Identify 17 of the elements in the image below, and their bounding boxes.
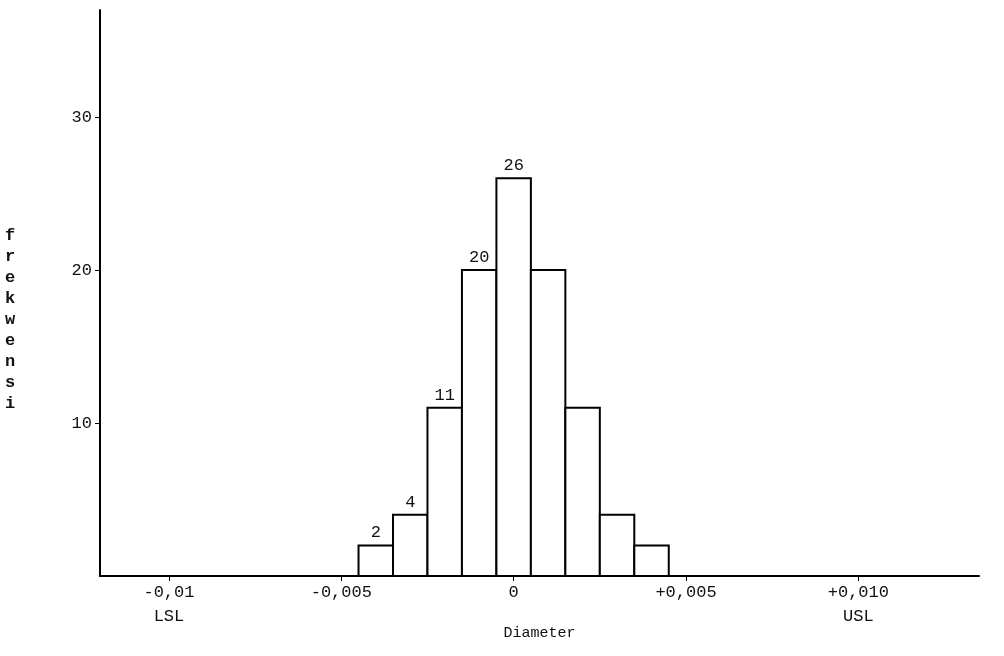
data-label: 11: [434, 385, 455, 405]
data-label: 4: [405, 492, 416, 512]
data-label: 26: [503, 156, 524, 176]
text: LSL: [153, 607, 185, 626]
y-tick-label: 30: [71, 107, 92, 127]
x-tick-label: 0: [508, 583, 519, 602]
y-tick-label: 20: [71, 260, 92, 280]
x-tick-label: -0,005: [310, 583, 372, 602]
y-tick-label: 10: [71, 413, 92, 433]
x-axis-title: Diameter: [503, 625, 576, 642]
text: USL: [843, 607, 874, 626]
data-label: 20: [468, 248, 490, 268]
x-tick-label: +0,010: [827, 583, 889, 602]
x-tick-label: +0,005: [655, 583, 717, 602]
text: frekwensi: [5, 226, 16, 413]
data-label: 2: [370, 523, 381, 543]
x-tick-label: -0,01: [143, 583, 195, 602]
